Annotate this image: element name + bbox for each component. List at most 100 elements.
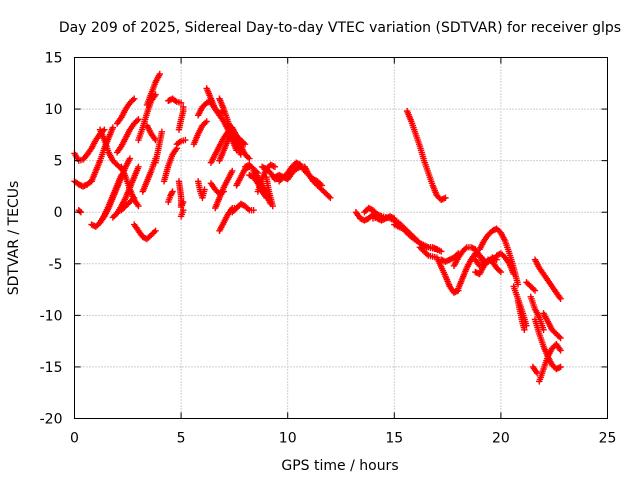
x-tick-label: 20	[492, 431, 510, 447]
data-point	[530, 286, 537, 293]
y-tick-label: 10	[45, 102, 63, 118]
data-point	[533, 369, 541, 377]
data-point	[246, 155, 253, 162]
series-arc-11	[113, 95, 138, 127]
y-axis-label: SDTVAR / TECUs	[6, 181, 22, 296]
series-arc-19	[152, 128, 166, 166]
series-arc-29	[194, 178, 208, 201]
data-point	[555, 333, 563, 340]
series-arc-63	[514, 297, 528, 333]
data-point	[433, 246, 441, 253]
x-tick-label: 0	[70, 431, 79, 447]
data-point	[442, 194, 449, 201]
x-tick-label: 15	[385, 431, 403, 447]
data-point	[169, 188, 176, 195]
data-point	[438, 248, 445, 255]
data-point	[182, 136, 189, 144]
series-arc-46	[263, 173, 276, 210]
data-point	[318, 182, 326, 189]
data-point	[271, 163, 279, 171]
series-arc-23	[173, 136, 189, 148]
data-point	[152, 91, 159, 98]
data-point	[152, 227, 159, 234]
data-point	[129, 195, 136, 203]
y-tick-label: -10	[40, 308, 63, 324]
data-point	[244, 205, 252, 212]
data-point	[497, 268, 505, 276]
y-tick-labels: -20 -15 -10 -5 0 5 10 15	[40, 51, 63, 428]
y-tick-label: -20	[40, 412, 63, 428]
series-arc-53	[403, 107, 449, 204]
data-point	[135, 202, 142, 210]
data-point	[423, 250, 431, 258]
chart-title: Day 209 of 2025, Sidereal Day-to-day VTE…	[59, 20, 621, 36]
data-point	[229, 167, 236, 175]
x-tick-labels: 0 5 10 15 20 25	[70, 431, 616, 447]
data-point	[109, 124, 117, 131]
data-point	[203, 118, 210, 125]
series-arc-20	[160, 145, 181, 185]
data-point	[325, 193, 333, 200]
series-arc-68	[529, 363, 541, 377]
y-tick-label: -15	[40, 360, 63, 376]
series-arc-27	[190, 118, 210, 148]
data-point	[180, 198, 187, 206]
series-arc-02	[71, 178, 95, 190]
series-arc-36	[212, 167, 236, 212]
series-arc-59	[472, 256, 505, 278]
x-tick-label: 10	[279, 431, 297, 447]
series-arc-13	[118, 194, 138, 214]
data-point	[133, 117, 141, 124]
data-point	[521, 326, 528, 333]
series-arc-69	[540, 310, 564, 342]
y-tick-label: -5	[49, 257, 63, 273]
y-tick-label: 5	[54, 154, 63, 170]
series-arc-39	[229, 200, 257, 216]
series-arc-61	[493, 250, 517, 278]
grid-lines	[74, 57, 608, 419]
data-point	[269, 202, 276, 210]
series-arc-52	[391, 221, 441, 253]
data-point	[250, 206, 257, 214]
data-point	[462, 245, 469, 252]
series-arc-18	[143, 70, 163, 109]
series-arc-70	[531, 256, 564, 303]
series-arc-64	[523, 279, 539, 294]
y-tick-label: 0	[54, 205, 63, 221]
data-point	[244, 154, 252, 161]
data-point	[130, 95, 138, 102]
data-point	[180, 103, 187, 111]
data-point	[557, 363, 564, 371]
data-point	[557, 334, 564, 342]
series-arc-26	[177, 206, 187, 220]
data-point	[327, 194, 334, 201]
data-point	[135, 163, 142, 171]
data-point	[135, 116, 142, 123]
data-markers	[71, 70, 564, 385]
data-point	[176, 138, 183, 146]
series-arc-56	[450, 244, 488, 270]
series-arc-38	[224, 122, 253, 162]
data-point	[168, 189, 176, 197]
series-arc-48	[275, 159, 326, 189]
series-arc-17	[143, 122, 159, 144]
data-point	[317, 180, 324, 188]
axis-ticks	[74, 57, 608, 419]
data-point	[180, 206, 187, 214]
data-point	[557, 347, 564, 354]
x-tick-label: 25	[599, 431, 617, 447]
data-point	[514, 281, 522, 288]
data-point	[202, 119, 209, 127]
data-point	[510, 270, 517, 278]
series-arc-22	[165, 95, 185, 107]
data-point	[496, 267, 503, 274]
y-tick-label: 15	[45, 51, 63, 67]
data-point	[172, 97, 179, 105]
data-point	[531, 287, 539, 294]
data-point	[156, 70, 163, 78]
data-point	[201, 186, 208, 193]
data-point	[150, 228, 158, 236]
data-point	[126, 155, 134, 162]
